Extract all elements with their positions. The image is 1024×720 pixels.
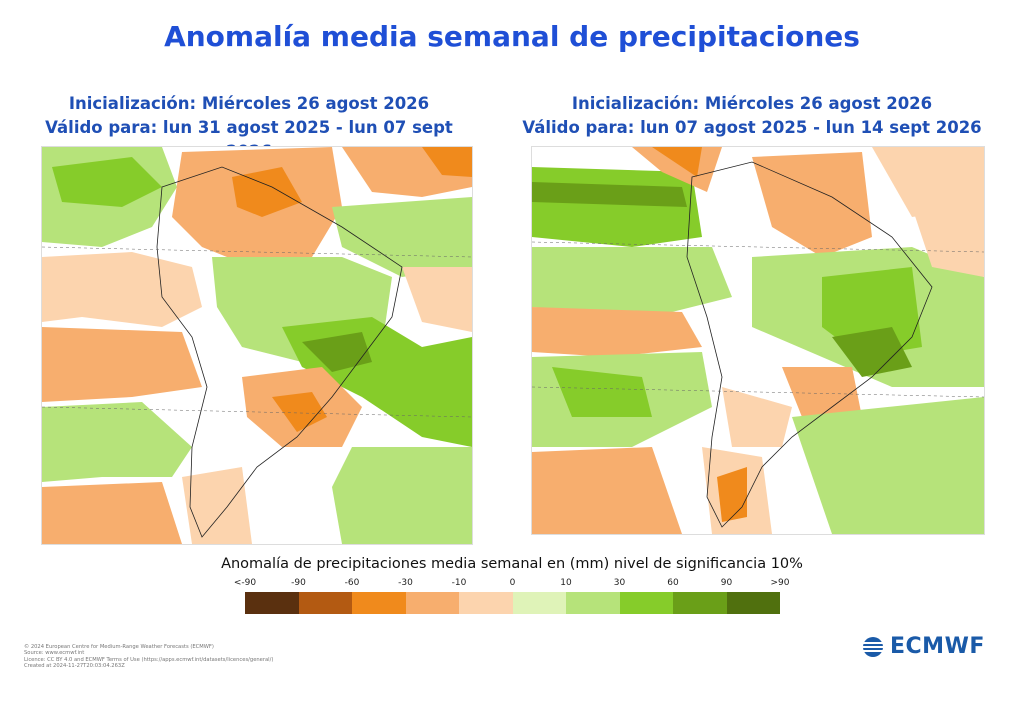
legend-title: Anomalía de precipitaciones media semana…: [221, 556, 803, 572]
legend-ticks: <-90 -90 -60 -30 -10 0 10 30 60 90 >90: [230, 578, 800, 592]
right-valid-label: Válido para: lun 07 agost 2025 - lun 14 …: [522, 118, 982, 137]
legend-tick-label: <-90: [233, 578, 257, 588]
legend-swatch: [512, 592, 566, 614]
ecmwf-logo-text: ECMWF: [890, 634, 985, 659]
left-anomaly-map: [41, 146, 473, 545]
legend-swatch: [245, 592, 299, 614]
legend-colorbar: [245, 592, 780, 614]
legend-tick-label: -60: [344, 578, 360, 588]
copyright-footer: © 2024 European Centre for Medium-Range …: [24, 644, 273, 670]
footer-line: Created at 2024-11-27T20:03:04.263Z: [24, 663, 125, 670]
right-map-graphic: [532, 147, 984, 534]
main-title: Anomalía media semanal de precipitacione…: [164, 20, 860, 53]
legend-tick-label: 90: [720, 578, 733, 588]
right-panel-header: Inicialización: Miércoles 26 agost 2026 …: [510, 92, 994, 140]
legend-swatch: [459, 592, 513, 614]
legend-tick-label: >90: [770, 578, 790, 588]
legend-tick-label: -10: [451, 578, 467, 588]
legend-tick-label: 10: [560, 578, 572, 588]
legend-tick-label: 30: [613, 578, 626, 588]
legend-swatch: [352, 592, 406, 614]
footer-line: © 2024 European Centre for Medium-Range …: [24, 644, 214, 650]
left-map-graphic: [42, 147, 472, 544]
legend-tick-label: -90: [291, 578, 306, 588]
right-init-label: Inicialización: Miércoles 26 agost 2026: [571, 94, 933, 113]
legend-swatch: [673, 592, 727, 614]
legend-swatch: [619, 592, 673, 614]
left-init-label: Inicialización: Miércoles 26 agost 2026: [68, 94, 430, 113]
footer-line: Source: www.ecmwf.int: [24, 650, 85, 657]
ecmwf-logo-icon: [861, 636, 885, 657]
legend-tick-label: 0: [509, 578, 516, 588]
legend-tick-label: -30: [398, 578, 413, 588]
footer-line: Licence: CC BY 4.0 and ECMWF Terms of Us…: [24, 656, 274, 663]
right-anomaly-map: [531, 146, 985, 535]
legend-swatch: [298, 592, 352, 614]
legend-swatch: [566, 592, 620, 614]
ecmwf-logo: ECMWF: [860, 634, 985, 659]
legend-swatch: [726, 592, 780, 614]
legend-tick-label: 60: [667, 578, 679, 588]
legend-swatch: [405, 592, 459, 614]
